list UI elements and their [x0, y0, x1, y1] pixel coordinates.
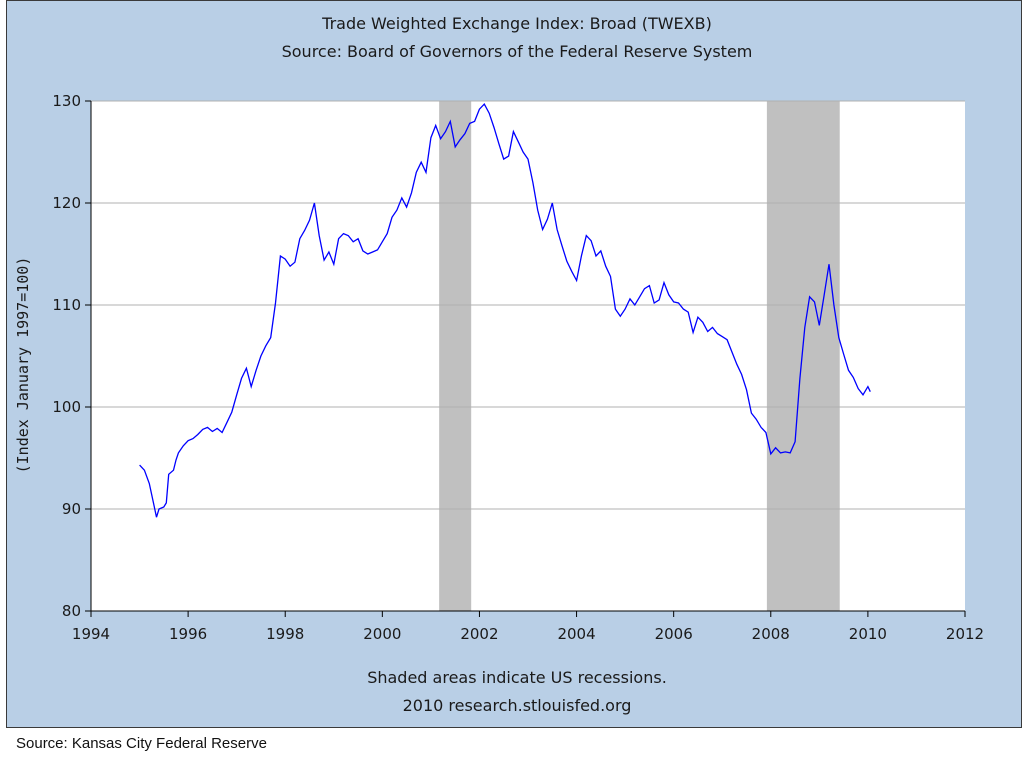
y-tick-label-110: 110	[52, 296, 81, 314]
x-tick-label-2004: 2004	[557, 625, 595, 643]
y-tick-label-130: 130	[52, 92, 81, 110]
x-tick-labels: 1994 1996 1998 2000 2002 2004 2006 2008 2010 2012	[72, 611, 984, 643]
recession-bands	[439, 101, 840, 611]
axes	[90, 101, 965, 612]
image-source-caption: Source: Kansas City Federal Reserve	[16, 735, 267, 752]
y-axis-label: (Index January 1997=100)	[14, 257, 32, 474]
y-tick-label-100: 100	[52, 398, 81, 416]
chart-subtitle: Source: Board of Governors of the Federa…	[282, 42, 753, 61]
y-tick-labels: 80 90 100 110 120 130	[52, 92, 91, 620]
x-tick-label-2010: 2010	[849, 625, 887, 643]
line-chart: Trade Weighted Exchange Index: Broad (TW…	[14, 14, 984, 715]
x-tick-label-2008: 2008	[752, 625, 790, 643]
x-tick-label-2000: 2000	[363, 625, 401, 643]
series-line	[139, 103, 871, 518]
x-tick-label-1994: 1994	[72, 625, 110, 643]
x-tick-label-1996: 1996	[169, 625, 207, 643]
recession-band-1	[766, 101, 840, 611]
gridlines	[91, 100, 965, 510]
recession-band-0	[439, 101, 472, 611]
chart-note-recessions: Shaded areas indicate US recessions.	[367, 668, 667, 687]
x-tick-label-2002: 2002	[460, 625, 498, 643]
chart-panel: Trade Weighted Exchange Index: Broad (TW…	[6, 0, 1022, 728]
y-tick-label-120: 120	[52, 194, 81, 212]
chart-note-credit: 2010 research.stlouisfed.org	[403, 696, 632, 715]
x-tick-label-2006: 2006	[655, 625, 693, 643]
y-tick-label-90: 90	[62, 500, 81, 518]
x-tick-label-2012: 2012	[946, 625, 984, 643]
y-tick-label-80: 80	[62, 602, 81, 620]
x-tick-label-1998: 1998	[266, 625, 304, 643]
chart-title: Trade Weighted Exchange Index: Broad (TW…	[321, 14, 712, 33]
